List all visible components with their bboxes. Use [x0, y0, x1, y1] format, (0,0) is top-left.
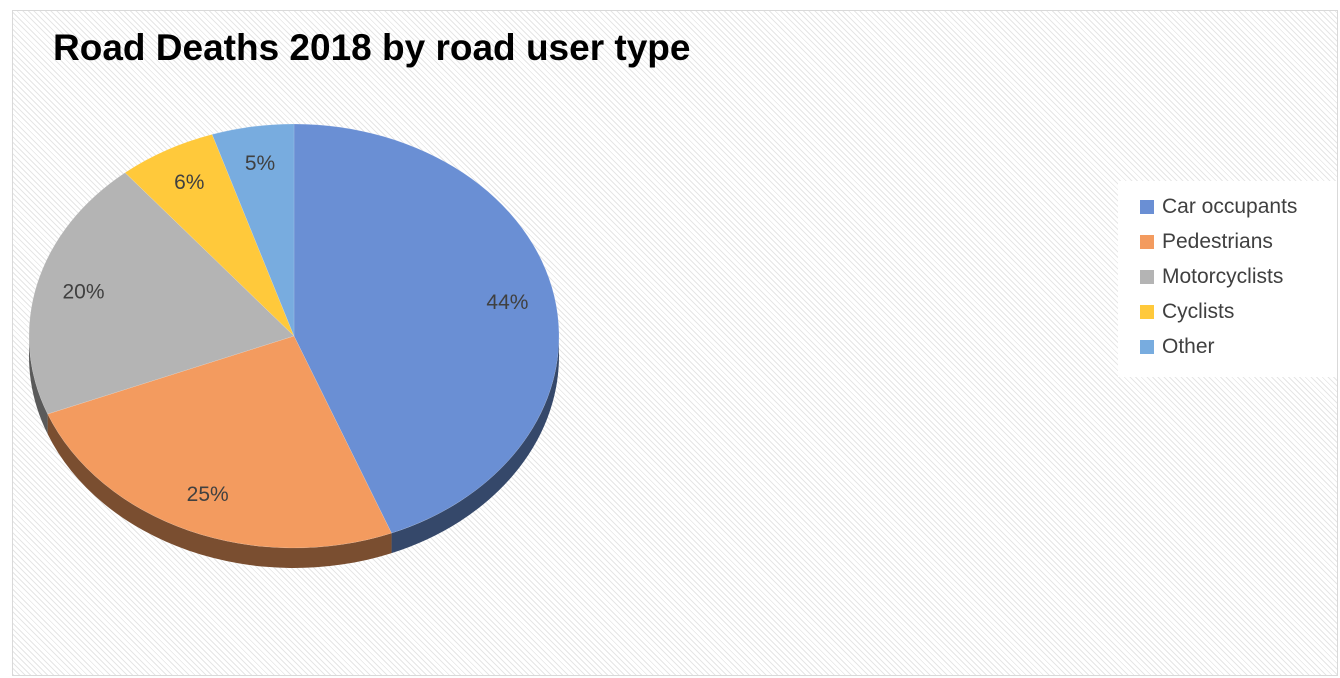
legend-item-motorcyclists: Motorcyclists: [1140, 259, 1337, 294]
pie-slice-pedestrians: [47, 335, 392, 549]
chart-title: Road Deaths 2018 by road user type: [53, 27, 691, 68]
pie-chart: 44% 25% 20% 6% 5%: [28, 123, 560, 568]
chart-area: Road Deaths 2018 by road user type 44% 25…: [12, 10, 1338, 676]
pie-side-walls: [29, 336, 559, 568]
legend-swatch: [1140, 304, 1154, 319]
data-label-pedestrians: 25%: [187, 483, 229, 506]
pie-side-wall: [391, 336, 559, 554]
pie-slice-other: [211, 123, 295, 337]
data-label-car-occupants: 44%: [486, 291, 528, 314]
legend-item-cyclists: Cyclists: [1140, 294, 1337, 329]
data-label-other: 5%: [245, 152, 275, 175]
legend-label: Motorcyclists: [1162, 264, 1284, 288]
data-label-cyclists: 6%: [174, 171, 204, 194]
pie-side-wall: [47, 414, 392, 568]
legend-label: Other: [1162, 334, 1215, 358]
pie-slice-cyclists: [124, 134, 295, 337]
legend-swatch: [1140, 199, 1154, 214]
legend-item-other: Other: [1140, 329, 1337, 364]
legend-item-car-occupants: Car occupants: [1140, 189, 1337, 224]
legend-swatch: [1140, 234, 1154, 249]
legend-label: Pedestrians: [1162, 229, 1273, 253]
data-label-motorcyclists: 20%: [63, 280, 105, 303]
legend-swatch: [1140, 339, 1154, 354]
legend: Car occupants Pedestrians Motorcyclists …: [1118, 181, 1337, 377]
pie-slice-car-occupants: [293, 123, 560, 534]
pie-slice-motorcyclists: [28, 172, 295, 415]
legend-label: Car occupants: [1162, 194, 1298, 218]
legend-item-pedestrians: Pedestrians: [1140, 224, 1337, 259]
pie-side-wall: [29, 336, 48, 435]
legend-swatch: [1140, 269, 1154, 284]
legend-label: Cyclists: [1162, 299, 1235, 323]
